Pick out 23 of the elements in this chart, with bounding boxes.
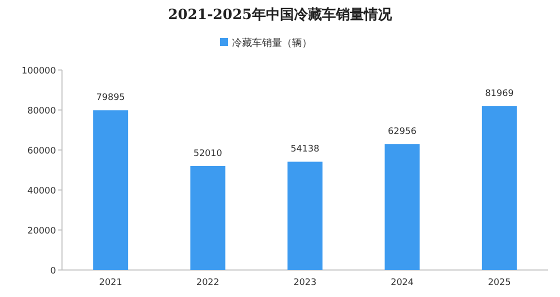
x-tick-label: 2021 <box>99 278 122 288</box>
legend-label: 冷藏车销量（辆） <box>232 37 312 49</box>
chart-title: 2021-2025年中国冷藏车销量情况 <box>168 6 393 23</box>
data-label: 81969 <box>485 89 514 100</box>
bar <box>482 106 517 270</box>
x-tick-label: 2022 <box>196 278 220 288</box>
data-label: 54138 <box>290 144 320 155</box>
data-label: 62956 <box>388 127 417 138</box>
y-tick-label: 60000 <box>27 146 56 156</box>
data-label: 52010 <box>193 148 222 159</box>
y-tick-label: 100000 <box>22 66 56 76</box>
y-tick-label: 80000 <box>27 106 56 116</box>
x-tick-label: 2023 <box>294 278 316 288</box>
bar <box>93 110 128 270</box>
y-tick-label: 0 <box>50 266 56 276</box>
data-label: 79895 <box>96 93 125 104</box>
x-tick-label: 2025 <box>488 278 511 288</box>
y-tick-label: 20000 <box>27 226 56 236</box>
bar <box>288 162 322 270</box>
y-tick-label: 40000 <box>27 186 56 196</box>
x-tick-label: 2024 <box>390 278 414 288</box>
bar <box>384 144 420 270</box>
bar <box>190 166 226 270</box>
